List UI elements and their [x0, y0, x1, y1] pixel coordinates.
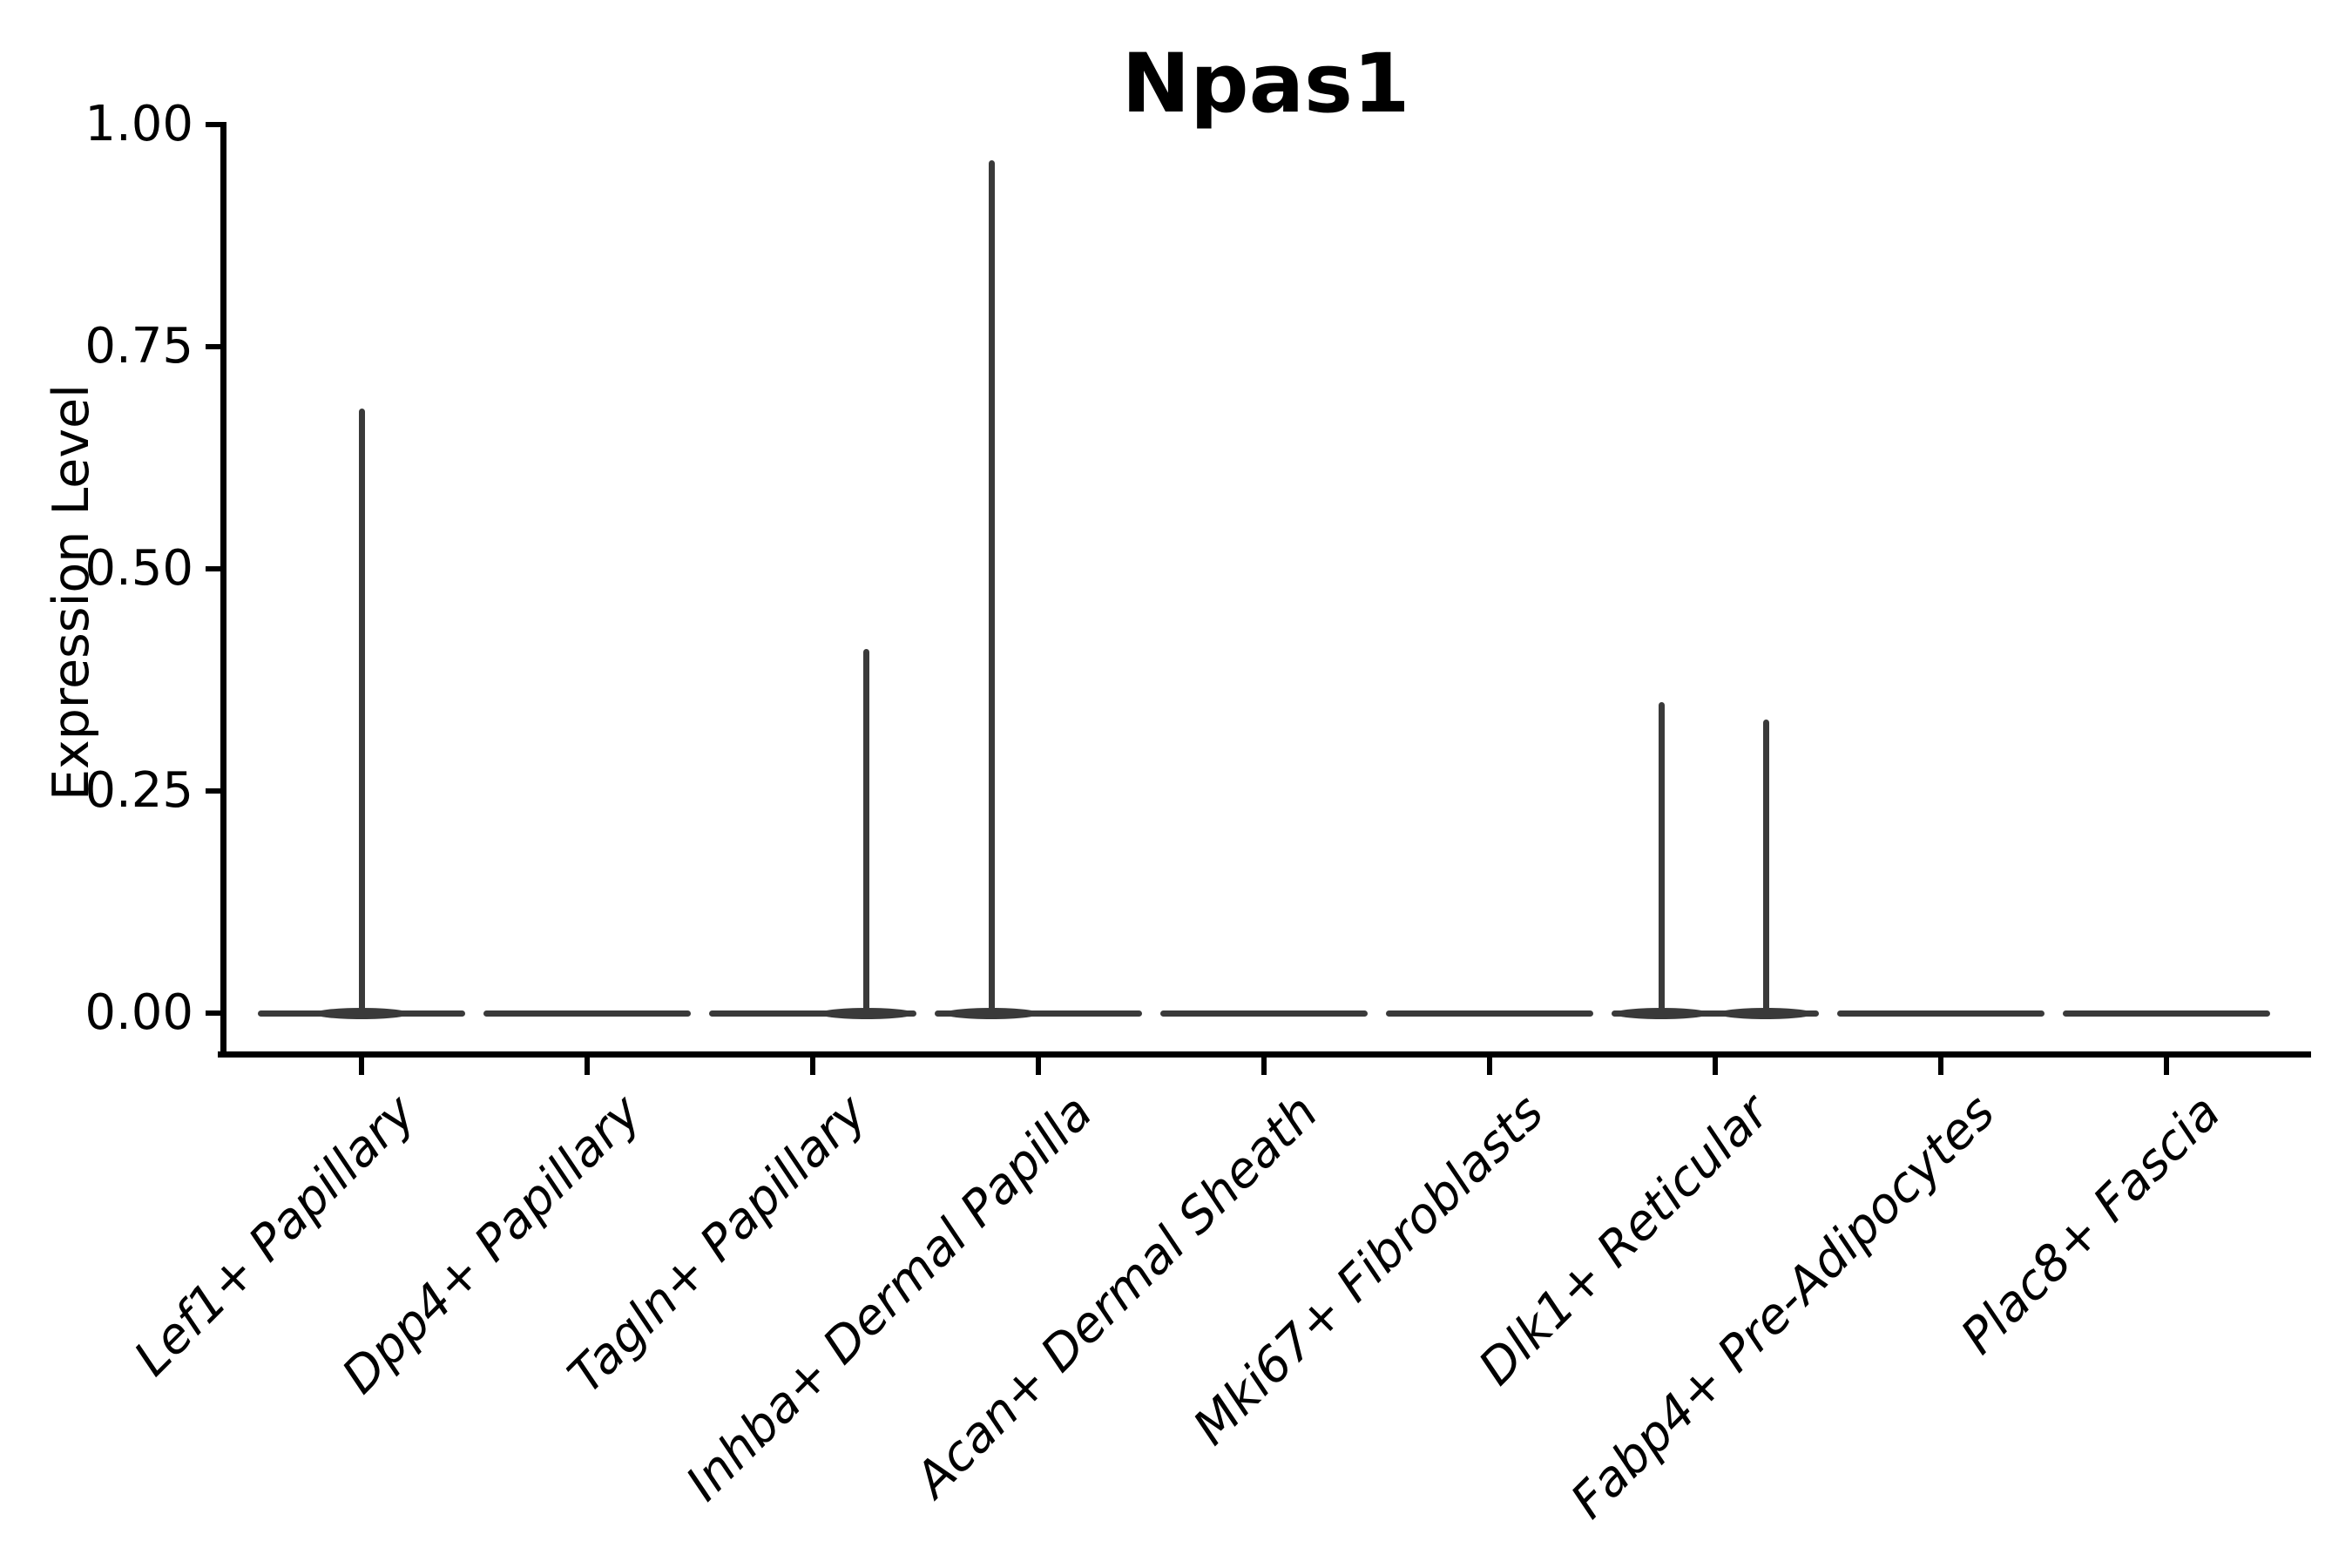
violin-body [1837, 1010, 2044, 1017]
chart-title: Npas1 [1121, 37, 1410, 132]
x-tick [1713, 1058, 1718, 1075]
violin-body [1612, 1010, 1819, 1017]
x-tick-label: Fabp4+ Pre-Adipocytes [1560, 1084, 2006, 1530]
violin-spike [358, 409, 365, 1015]
y-tick-label: 0.75 [84, 318, 193, 375]
x-tick-label: Inhba+ Dermal Papilla [675, 1084, 1104, 1512]
y-tick [206, 122, 220, 127]
violin-spike [1658, 702, 1665, 1015]
bottom-spine [218, 1051, 2311, 1058]
x-tick [585, 1058, 590, 1075]
violin-body [1386, 1010, 1593, 1017]
x-tick [359, 1058, 364, 1075]
x-tick [1487, 1058, 1492, 1075]
x-tick-label: Mki67+ Fibroblasts [1182, 1084, 1555, 1456]
x-tick [1261, 1058, 1267, 1075]
violin-spike [1762, 720, 1769, 1015]
x-tick-label: Acan+ Dermal Sheath [904, 1084, 1329, 1509]
y-tick-label: 0.25 [84, 762, 193, 819]
x-tick-label: Plac8+ Fascia [1950, 1084, 2232, 1366]
x-tick-label: Dlk1+ Reticular [1468, 1084, 1781, 1396]
y-tick [206, 1010, 220, 1016]
left-spine [220, 122, 226, 1058]
y-tick [206, 788, 220, 794]
x-tick-label: Tagln+ Papillary [558, 1084, 878, 1405]
x-tick-label: Dpp4+ Papillary [331, 1084, 652, 1405]
x-tick [1938, 1058, 1943, 1075]
y-tick-label: 1.00 [84, 96, 193, 152]
violin-body [2063, 1010, 2270, 1017]
violin-spike [988, 159, 995, 1015]
x-tick [1036, 1058, 1041, 1075]
violin-body [709, 1010, 916, 1017]
x-tick [810, 1058, 815, 1075]
y-tick-label: 0.50 [84, 540, 193, 597]
y-tick [206, 344, 220, 349]
violin-body [483, 1010, 691, 1017]
y-tick-label: 0.00 [84, 984, 193, 1041]
violin-spike [863, 648, 870, 1015]
x-tick [2164, 1058, 2169, 1075]
violin-body [1160, 1010, 1368, 1017]
y-tick [206, 566, 220, 571]
